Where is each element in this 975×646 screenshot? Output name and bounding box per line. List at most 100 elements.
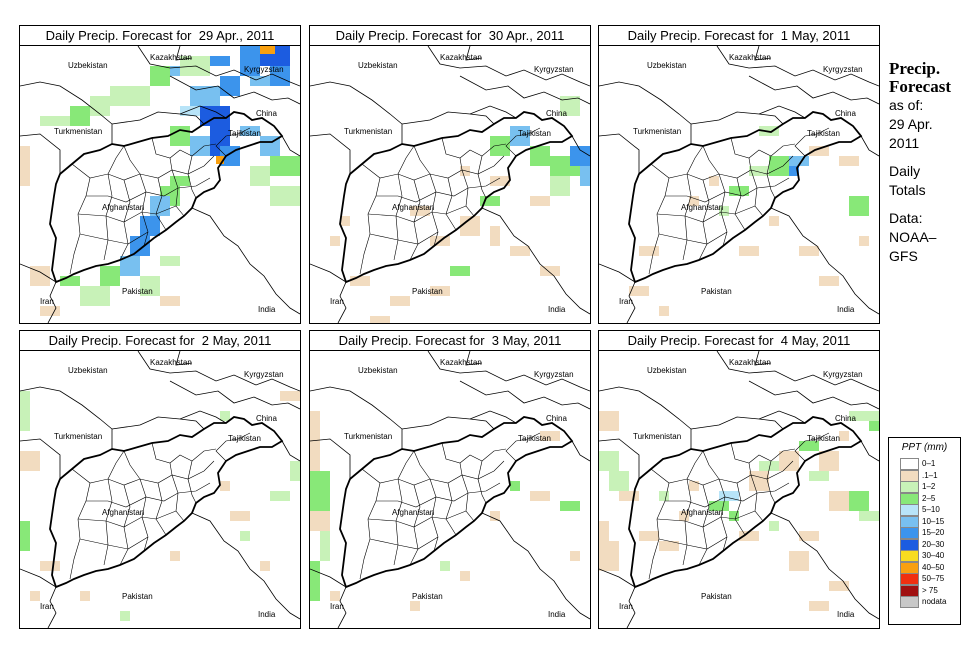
legend-title: PPT (mm) — [901, 442, 948, 453]
precip-cell — [609, 471, 629, 491]
border-line — [310, 438, 351, 479]
forecast-map: Kazakhstan Uzbekistan Kyrgyzstan Turkmenist… — [19, 45, 301, 324]
info-data-line1: Data: — [889, 210, 923, 226]
info-asof: as of: — [889, 97, 924, 113]
precip-cell — [410, 601, 420, 611]
legend-label: 50–75 — [922, 574, 945, 583]
precip-cell — [709, 501, 729, 511]
province-line — [656, 205, 756, 223]
panel-title: Daily Precip. Forecast for 4 May, 2011 — [598, 330, 880, 351]
country-label-india: India — [548, 305, 566, 314]
precip-cell — [779, 451, 799, 471]
precip-cell — [310, 511, 330, 531]
precip-cell — [809, 146, 829, 156]
forecast-panel-4: Daily Precip. Forecast for 2 May, 2011 K… — [19, 330, 301, 629]
province-line — [151, 442, 217, 464]
legend-item: > 75 — [889, 584, 960, 597]
legend-item: 10–15 — [889, 515, 960, 528]
province-line — [171, 474, 185, 522]
precip-cell — [70, 106, 90, 126]
precip-cell — [809, 601, 829, 611]
province-line — [750, 474, 764, 522]
precip-cell — [659, 491, 669, 501]
legend-swatch — [900, 538, 919, 551]
province-line — [187, 478, 197, 504]
legend-item: .1–1 — [889, 469, 960, 482]
legend-label: 40–50 — [922, 562, 945, 572]
precip-cell — [260, 561, 270, 571]
province-line — [187, 460, 193, 480]
forecast-map: Kazakhstan Uzbekistan Kyrgyzstan Turkmenist… — [598, 45, 880, 324]
border-line — [179, 113, 205, 125]
precip-cell — [110, 86, 150, 106]
precip-cell — [729, 186, 749, 196]
precip-cell — [220, 481, 230, 491]
province-line — [397, 145, 415, 175]
province-line — [748, 462, 752, 476]
precip-cell — [20, 521, 30, 551]
precip-cell — [799, 441, 819, 451]
province-line — [155, 177, 167, 231]
forecast-panel-6: Daily Precip. Forecast for 4 May, 2011 K… — [598, 330, 880, 629]
border-line — [459, 75, 590, 105]
province-line — [477, 173, 487, 199]
legend-label: 5–10 — [922, 505, 940, 514]
border-line — [427, 46, 590, 87]
precip-cell — [829, 581, 849, 591]
legend-swatch — [900, 561, 919, 574]
precip-cell — [490, 136, 510, 156]
country-label-kazakhstan: Kazakhstan — [729, 358, 771, 367]
precip-cell — [729, 511, 739, 521]
precip-cell — [410, 206, 430, 216]
province-line — [169, 462, 173, 476]
precip-cell — [580, 166, 590, 186]
legend-item: 2–5 — [889, 492, 960, 505]
legend-swatch — [900, 515, 919, 528]
precip-cell — [220, 76, 240, 96]
precip-cell — [450, 266, 470, 276]
border-line — [175, 351, 193, 366]
precip-cell — [510, 481, 520, 491]
precip-cell — [560, 501, 580, 511]
province-line — [698, 179, 710, 261]
precip-cell — [819, 276, 839, 286]
panel-title: Daily Precip. Forecast for 3 May, 2011 — [309, 330, 591, 351]
precip-cell — [540, 431, 560, 441]
province-line — [359, 177, 381, 275]
precip-cell — [839, 156, 859, 166]
border-line — [20, 438, 61, 479]
country-label-kyrgyzstan: Kyrgyzstan — [823, 370, 863, 379]
precip-cell — [799, 531, 819, 541]
province-line — [748, 157, 752, 171]
precip-cell — [310, 561, 320, 601]
province-line — [409, 484, 421, 566]
province-line — [461, 474, 475, 522]
border-line — [310, 568, 347, 588]
precip-cell — [140, 216, 160, 236]
border-line — [770, 512, 879, 620]
legend-label: 30–40 — [922, 551, 945, 560]
province-line — [86, 177, 211, 203]
country-label-uzbekistan: Uzbekistan — [68, 61, 108, 70]
province-line — [103, 478, 113, 566]
precip-cell — [90, 96, 110, 116]
precip-cell — [599, 541, 619, 571]
country-label-kazakhstan: Kazakhstan — [440, 53, 482, 62]
precip-cell — [859, 236, 869, 246]
precip-cell — [30, 591, 40, 601]
precip-cell — [140, 276, 160, 296]
province-line — [69, 482, 91, 580]
province-line — [702, 450, 720, 480]
country-label-china: China — [835, 414, 856, 423]
legend-label: > 75 — [922, 585, 938, 595]
border-line — [191, 512, 300, 620]
precip-cell — [350, 276, 370, 286]
province-line — [367, 205, 467, 223]
province-line — [397, 450, 415, 480]
country-borders — [599, 351, 879, 628]
forecast-map: Kazakhstan Uzbekistan Kyrgyzstan Turkmenist… — [309, 350, 591, 629]
precip-cell — [270, 491, 290, 501]
legend-label: 0–1 — [922, 459, 936, 468]
legend-label: 15–20 — [922, 528, 945, 537]
precip-cell — [769, 216, 779, 226]
